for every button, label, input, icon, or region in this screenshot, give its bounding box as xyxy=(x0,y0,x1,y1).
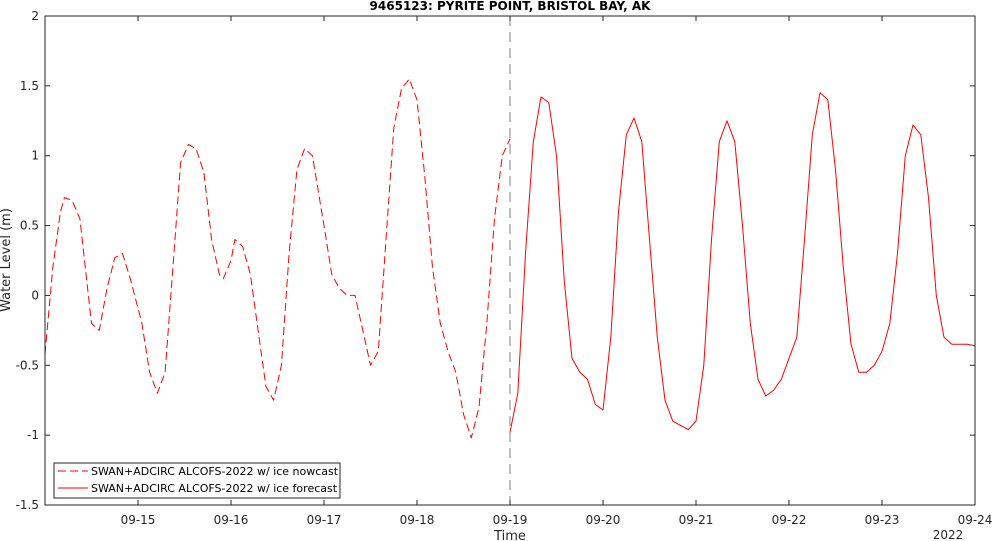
y-tick-label: -1 xyxy=(27,428,39,442)
x-axis: 09-15 09-16 09-17 09-18 09-19 09-20 09-21 09-22… xyxy=(121,16,992,527)
y-tick-label: 0 xyxy=(31,288,39,302)
x-tick-label: 09-19 xyxy=(493,513,528,527)
y-tick-label: -1.5 xyxy=(16,498,39,512)
y-axis-title: Water Level (m) xyxy=(0,208,14,312)
series-layer xyxy=(44,78,976,439)
y-tick-label: 0.5 xyxy=(20,219,39,233)
legend: SWAN+ADCIRC ALCOFS-2022 w/ ice nowcast S… xyxy=(53,462,341,499)
x-tick-label: 09-24 xyxy=(958,513,992,527)
x-tick-label: 09-15 xyxy=(121,513,156,527)
x-tick-label: 09-23 xyxy=(865,513,900,527)
forecast-series-line xyxy=(509,92,976,433)
y-axis: -1.5 -1 -0.5 0 0.5 1 1.5 2 xyxy=(16,9,975,512)
x-tick-label: 09-20 xyxy=(586,513,621,527)
x-axis-title: Time xyxy=(493,529,526,541)
x-tick-label: 09-17 xyxy=(307,513,342,527)
y-tick-label: 1 xyxy=(31,149,39,163)
y-tick-label: 2 xyxy=(31,9,39,23)
x-tick-label: 09-21 xyxy=(679,513,714,527)
y-tick-label: 1.5 xyxy=(20,79,39,93)
legend-label-forecast: SWAN+ADCIRC ALCOFS-2022 w/ ice forecast xyxy=(91,482,338,495)
x-tick-label: 09-18 xyxy=(400,513,435,527)
legend-label-nowcast: SWAN+ADCIRC ALCOFS-2022 w/ ice nowcast xyxy=(91,465,339,478)
legend-box xyxy=(53,462,341,499)
chart-title: 9465123: PYRITE POINT, BRISTOL BAY, AK xyxy=(370,0,652,13)
x-tick-label: 09-16 xyxy=(214,513,249,527)
x-tick-label: 09-22 xyxy=(772,513,807,527)
nowcast-series-line xyxy=(44,78,511,439)
x-axis-year-label: 2022 xyxy=(933,528,964,541)
y-tick-label: -0.5 xyxy=(16,358,39,372)
